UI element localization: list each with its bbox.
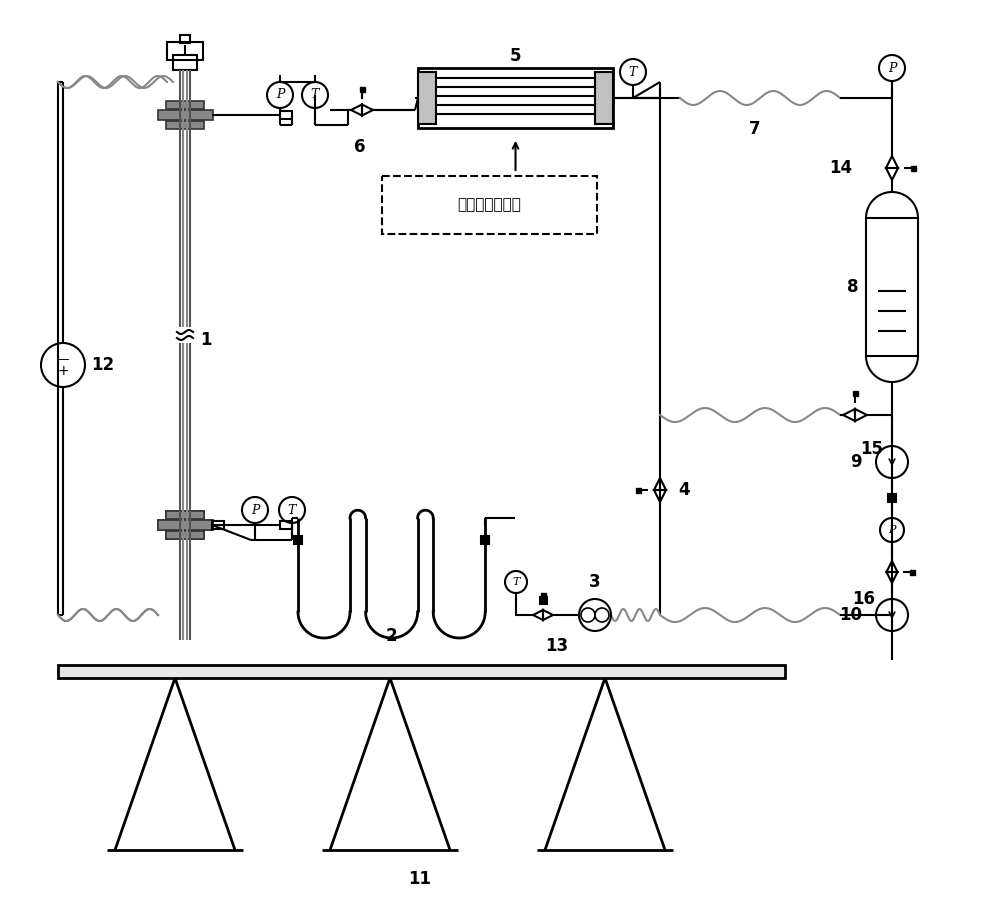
Text: P: P	[888, 62, 896, 75]
Bar	[911, 166, 916, 170]
Text: 10: 10	[839, 606, 862, 624]
Bar	[888, 494, 896, 502]
Text: T: T	[311, 88, 319, 101]
Bar	[158, 110, 212, 120]
Text: 11: 11	[409, 870, 432, 888]
Bar	[167, 42, 203, 60]
Text: 8: 8	[846, 278, 858, 296]
Bar	[540, 597, 546, 603]
Bar	[382, 176, 597, 234]
Text: P: P	[251, 504, 259, 517]
Text: 2: 2	[386, 627, 397, 645]
Text: 4: 4	[678, 481, 690, 499]
Text: 15: 15	[860, 440, 883, 458]
Text: 1: 1	[200, 331, 212, 349]
Bar	[212, 521, 224, 529]
Text: P: P	[888, 525, 896, 535]
Text: 12: 12	[91, 356, 114, 374]
Bar	[636, 487, 641, 493]
Bar	[294, 536, 302, 544]
Bar	[595, 72, 613, 124]
Bar	[166, 531, 204, 539]
Text: 二次侧冷凝系统: 二次侧冷凝系统	[458, 198, 521, 212]
Text: T: T	[629, 66, 637, 78]
Bar	[175, 327, 195, 343]
Bar	[158, 520, 212, 530]
Bar	[166, 511, 204, 519]
Text: T: T	[288, 504, 296, 517]
Bar	[280, 111, 292, 119]
Text: 7: 7	[749, 120, 761, 138]
Bar	[173, 55, 197, 70]
Text: P: P	[276, 88, 284, 101]
Bar	[180, 35, 190, 43]
Text: T: T	[512, 577, 520, 587]
Text: 3: 3	[589, 573, 601, 591]
Text: 13: 13	[545, 637, 568, 655]
Text: 5: 5	[510, 47, 521, 65]
Bar	[418, 72, 436, 124]
Bar	[852, 391, 858, 396]
Bar	[866, 218, 918, 356]
Bar	[166, 121, 204, 129]
Bar	[360, 87, 364, 92]
Bar	[280, 521, 292, 529]
Bar	[166, 101, 204, 109]
Text: —: —	[57, 353, 69, 366]
Bar	[166, 531, 204, 539]
Bar	[418, 68, 613, 128]
Bar	[481, 536, 489, 544]
Bar	[166, 511, 204, 519]
Text: +: +	[57, 364, 69, 378]
Text: 14: 14	[829, 159, 852, 177]
Bar	[58, 665, 785, 678]
Bar	[910, 569, 915, 575]
Bar	[158, 520, 212, 530]
Text: 16: 16	[852, 590, 875, 608]
Text: 6: 6	[354, 138, 366, 156]
Text: 9: 9	[850, 453, 862, 471]
Bar	[540, 593, 546, 598]
